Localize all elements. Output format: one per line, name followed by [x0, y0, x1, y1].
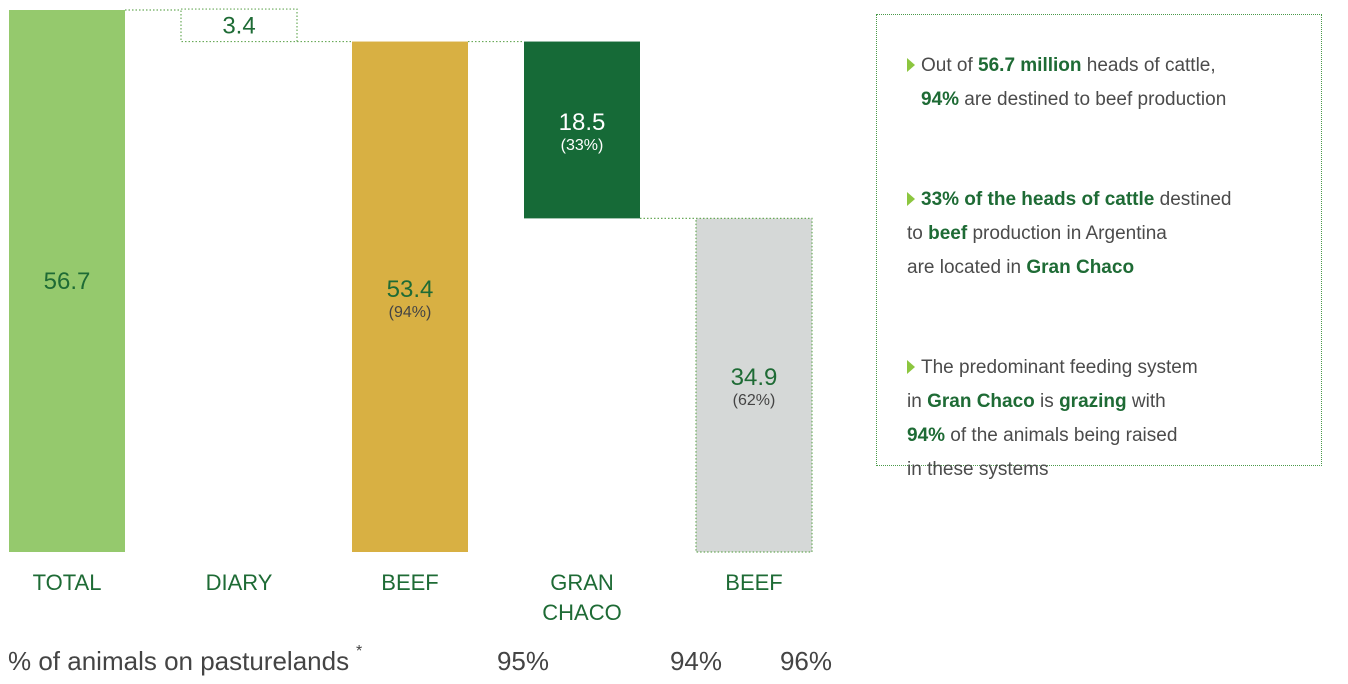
footnote-marker: * — [356, 643, 362, 660]
info-highlight: Gran Chaco — [927, 391, 1035, 412]
waterfall-chart: 56.7 3.4 53.4(94%) 18.5(33%) 34.9(62%) TOTAL D… — [8, 8, 832, 676]
bar — [180, 8, 298, 43]
category-label: TOTAL — [33, 570, 102, 595]
triangle-bullet-icon — [907, 58, 915, 72]
category-label: BEEF — [725, 570, 782, 595]
info-highlight: 33% of the heads of cattle — [921, 189, 1155, 210]
bar-value-label: 18.5 — [559, 109, 606, 136]
info-line: The predominant feeding system — [907, 351, 1307, 385]
info-item-2: 33% of the heads of cattle destined to be… — [907, 183, 1307, 285]
info-line: in Gran Chaco is grazing with — [907, 385, 1307, 419]
pasture-row-label: % of animals on pasturelands — [8, 646, 349, 676]
info-line: 33% of the heads of cattle destined — [907, 183, 1307, 217]
bar-percent-label: (33%) — [561, 137, 604, 154]
info-line: are located in Gran Chaco — [907, 251, 1307, 285]
triangle-bullet-icon — [907, 360, 915, 374]
info-line: to beef production in Argentina — [907, 217, 1307, 251]
info-box: Out of 56.7 million heads of cattle, 94% … — [876, 14, 1322, 480]
bar — [9, 10, 125, 552]
info-text: are located in — [907, 257, 1027, 278]
info-line: 94% are destined to beef production — [907, 83, 1307, 117]
category-label: DIARY — [206, 570, 273, 595]
category-label: GRAN — [550, 570, 614, 595]
bar-percent-label: (94%) — [389, 304, 432, 321]
info-text: to — [907, 223, 929, 244]
info-line: Out of 56.7 million heads of cattle, — [907, 49, 1307, 83]
info-highlight: 56.7 million — [978, 55, 1082, 76]
info-text: in these systems — [907, 459, 1049, 480]
info-text: of the animals being raised — [945, 425, 1178, 446]
info-text: The predominant feeding system — [921, 357, 1198, 378]
info-line: in these systems — [907, 453, 1307, 487]
category-label: BEEF — [381, 570, 438, 595]
info-item-3: The predominant feeding system in Gran Ch… — [907, 351, 1307, 487]
info-text: in — [907, 391, 928, 412]
info-text: are destined to beef production — [959, 89, 1227, 110]
info-highlight: grazing — [1059, 391, 1127, 412]
bar — [352, 41, 468, 552]
triangle-bullet-icon — [907, 192, 915, 206]
bar-value-label: 3.4 — [222, 12, 255, 39]
bar-value-label: 53.4 — [387, 276, 434, 303]
info-line: 94% of the animals being raised — [907, 419, 1307, 453]
info-text: Out of — [921, 55, 979, 76]
pasture-value: 95% — [497, 646, 549, 676]
bar-percent-label: (62%) — [733, 392, 776, 409]
info-text: production in Argentina — [967, 223, 1167, 244]
info-text: with — [1126, 391, 1166, 412]
info-item-1: Out of 56.7 million heads of cattle, 94% … — [907, 49, 1307, 117]
info-text: destined — [1154, 189, 1232, 210]
bar-value-label: 56.7 — [44, 268, 91, 295]
bar — [524, 41, 640, 219]
category-label: CHACO — [542, 600, 621, 625]
info-text: is — [1034, 391, 1060, 412]
info-highlight: 94% — [921, 89, 960, 110]
pasture-value: 94% — [670, 646, 722, 676]
bar — [695, 217, 813, 553]
pasture-value: 96% — [780, 646, 832, 676]
info-text: heads of cattle, — [1081, 55, 1216, 76]
bar-value-label: 34.9 — [731, 364, 778, 391]
info-highlight: Gran Chaco — [1026, 257, 1135, 278]
info-highlight: beef — [928, 223, 968, 244]
info-highlight: 94% — [907, 425, 946, 446]
